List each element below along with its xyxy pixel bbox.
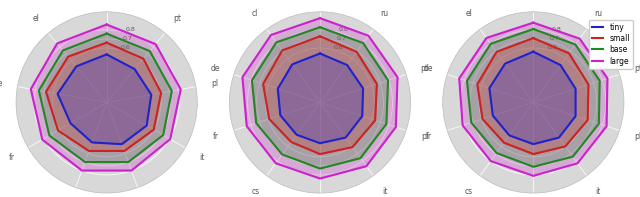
Polygon shape (278, 54, 363, 143)
Polygon shape (252, 27, 388, 169)
Polygon shape (31, 24, 180, 171)
Polygon shape (467, 29, 600, 167)
Polygon shape (263, 36, 377, 154)
Polygon shape (460, 23, 607, 176)
Polygon shape (243, 18, 397, 178)
Polygon shape (490, 52, 575, 144)
Polygon shape (58, 54, 151, 144)
Polygon shape (39, 33, 172, 162)
Polygon shape (477, 38, 589, 154)
Polygon shape (46, 43, 161, 151)
Legend: tiny, small, base, large: tiny, small, base, large (589, 20, 633, 69)
